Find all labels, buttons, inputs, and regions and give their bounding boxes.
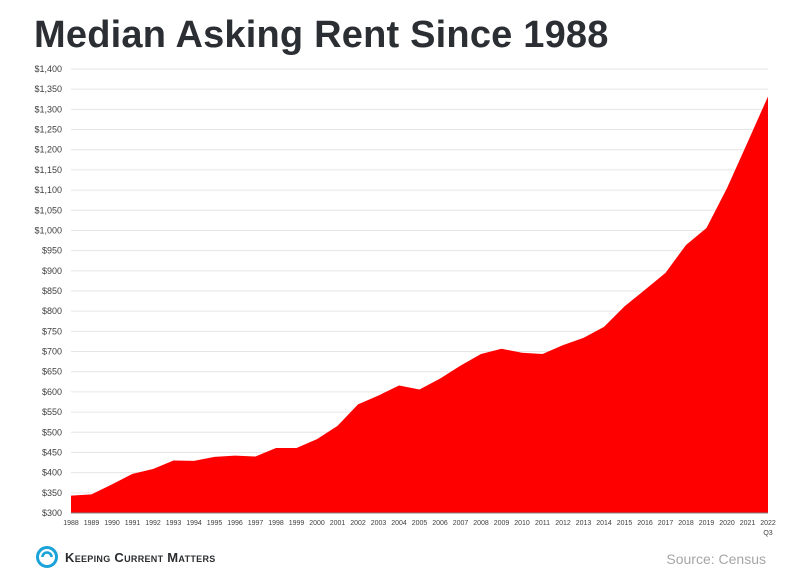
y-tick-label: $900 — [42, 266, 62, 276]
brand-name: Keeping Current Matters — [65, 549, 216, 565]
x-tick-label: 2004 — [391, 520, 407, 527]
x-tick-label: 1997 — [248, 520, 264, 527]
x-tick-label: 2010 — [514, 520, 530, 527]
x-tick-label: 2021 — [740, 520, 756, 527]
y-tick-label: $1,300 — [34, 104, 62, 114]
x-tick-label: 2014 — [596, 520, 612, 527]
y-tick-label: $550 — [42, 407, 62, 417]
source-note: Source: Census — [666, 551, 766, 567]
y-tick-label: $500 — [42, 427, 62, 437]
x-tick-label: 2009 — [494, 520, 510, 527]
y-tick-label: $1,350 — [34, 84, 62, 94]
y-tick-label: $350 — [42, 488, 62, 498]
y-tick-label: $1,150 — [34, 165, 62, 175]
y-tick-label: $1,100 — [34, 185, 62, 195]
y-tick-label: $1,250 — [34, 125, 62, 135]
y-tick-label: $1,200 — [34, 145, 62, 155]
x-tick-label: 1992 — [145, 520, 161, 527]
y-tick-label: $600 — [42, 387, 62, 397]
y-tick-label: $850 — [42, 286, 62, 296]
x-tick-sublabel: Q3 — [763, 530, 772, 537]
kcm-logo-icon — [36, 546, 58, 568]
x-tick-label: 2007 — [453, 520, 469, 527]
x-tick-label: 2017 — [658, 520, 674, 527]
x-tick-label: 2008 — [473, 520, 489, 527]
x-tick-label: 2022 — [760, 520, 776, 527]
y-tick-label: $400 — [42, 468, 62, 478]
x-tick-label: 1990 — [104, 520, 120, 527]
y-tick-label: $700 — [42, 347, 62, 357]
x-tick-label: 1995 — [207, 520, 223, 527]
x-tick-label: 2018 — [678, 520, 694, 527]
y-tick-label: $1,000 — [34, 225, 62, 235]
x-tick-label: 2011 — [535, 520, 550, 527]
x-tick-label: 1993 — [166, 520, 182, 527]
x-tick-label: 2015 — [617, 520, 633, 527]
x-tick-label: 2020 — [719, 520, 735, 527]
x-tick-label: 2001 — [330, 520, 346, 527]
x-tick-label: 2002 — [350, 520, 366, 527]
x-tick-label: 1994 — [186, 520, 202, 527]
x-tick-label: 2005 — [412, 520, 428, 527]
y-tick-label: $300 — [42, 508, 62, 518]
y-tick-label: $750 — [42, 326, 62, 336]
x-tick-label: 2013 — [576, 520, 592, 527]
x-tick-label: 2016 — [637, 520, 653, 527]
y-tick-label: $1,050 — [34, 205, 62, 215]
area-chart: $300 $350 $400 $450 $500 $550 $600 $650 $700 $750… — [34, 64, 776, 537]
y-tick-label: $650 — [42, 367, 62, 377]
x-tick-label: 2019 — [699, 520, 715, 527]
x-tick-label: 2003 — [371, 520, 387, 527]
x-tick-label: 1998 — [268, 520, 284, 527]
y-tick-label: $450 — [42, 447, 62, 457]
y-tick-label: $1,400 — [34, 64, 62, 74]
x-tick-label: 2012 — [555, 520, 571, 527]
x-tick-label: 2000 — [309, 520, 325, 527]
y-tick-label: $800 — [42, 306, 62, 316]
x-tick-label: 1996 — [227, 520, 243, 527]
chart-title: Median Asking Rent Since 1988 — [34, 14, 609, 56]
x-tick-label: 1999 — [289, 520, 305, 527]
x-tick-label: 2006 — [432, 520, 448, 527]
rent-area — [71, 96, 768, 514]
x-tick-label: 1991 — [125, 520, 141, 527]
brand: Keeping Current Matters — [36, 546, 216, 568]
x-tick-label: 1988 — [63, 520, 79, 527]
x-tick-label: 1989 — [84, 520, 100, 527]
y-tick-label: $950 — [42, 246, 62, 256]
